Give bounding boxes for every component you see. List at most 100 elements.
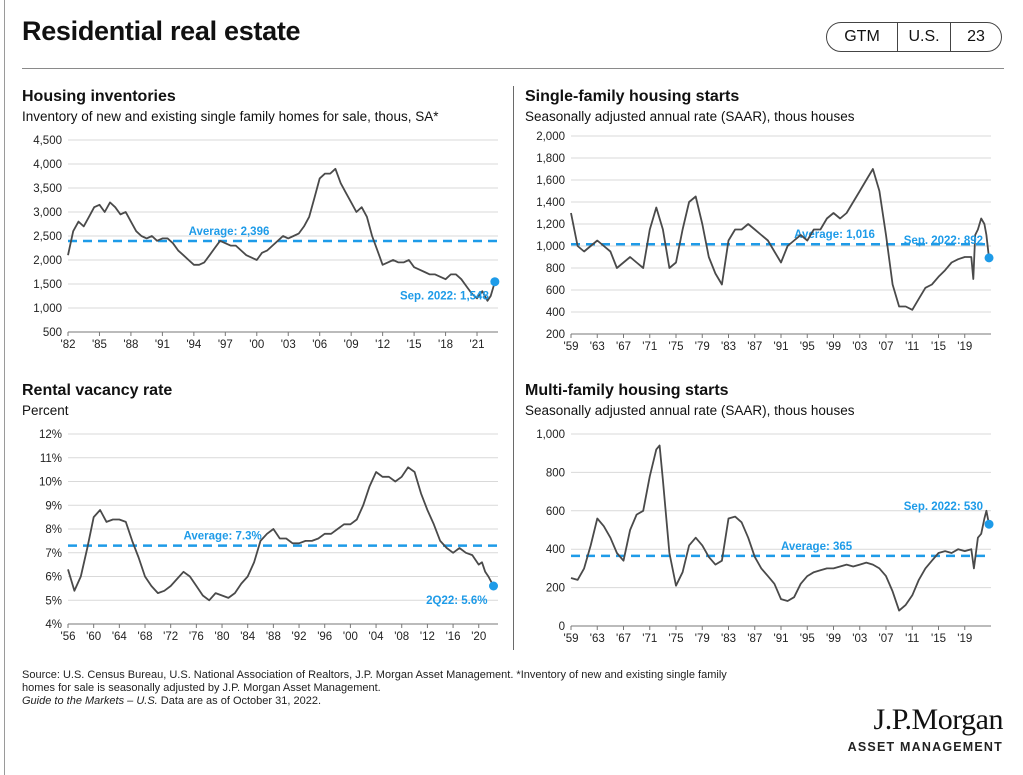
y-tick-label: 6% — [45, 572, 62, 584]
y-tick-label: 2,000 — [33, 255, 62, 267]
x-tick-label: '87 — [747, 633, 762, 645]
x-tick-label: '99 — [826, 633, 841, 645]
y-tick-label: 800 — [546, 467, 565, 479]
x-tick-label: '87 — [747, 341, 762, 353]
badge-region: U.S. — [897, 23, 950, 51]
x-tick-label: '75 — [669, 633, 684, 645]
x-tick-label: '59 — [564, 341, 579, 353]
x-tick-label: '04 — [369, 631, 385, 643]
x-tick-label: '16 — [446, 631, 461, 643]
y-tick-label: 400 — [546, 544, 565, 556]
rental-vacancy-chart: 4% 5% 6% 7% 8% 9% 10% 11% 12% '56 '60 '64 '68 '72 '76 '… — [39, 429, 499, 643]
x-tick-label: '75 — [669, 341, 684, 353]
y-tick-label: 3,000 — [33, 207, 62, 219]
badge-gtm: GTM — [844, 28, 880, 45]
chart-title: Multi-family housing starts — [525, 382, 729, 399]
x-tick-label: '21 — [470, 339, 485, 351]
x-tick-label: '03 — [852, 341, 867, 353]
chart-title: Single-family housing starts — [525, 88, 740, 105]
x-tick-label: '03 — [852, 633, 867, 645]
x-tick-label: '03 — [281, 339, 296, 351]
chart-subtitle: Inventory of new and existing single fam… — [22, 109, 439, 124]
chart-subtitle: Percent — [22, 403, 69, 418]
x-tick-label: '19 — [957, 341, 972, 353]
x-tick-label: '91 — [774, 633, 789, 645]
x-tick-label: '95 — [800, 633, 815, 645]
x-tick-label: '19 — [957, 633, 972, 645]
x-tick-label: '63 — [590, 341, 605, 353]
x-tick-label: '59 — [564, 633, 579, 645]
y-tick-label: 4,500 — [33, 135, 62, 147]
x-tick-label: '91 — [774, 341, 789, 353]
x-tick-label: '64 — [112, 631, 128, 643]
latest-point — [490, 277, 500, 287]
x-tick-label: '83 — [721, 341, 736, 353]
single-family-starts-panel: Single-family housing starts Seasonally … — [525, 88, 1005, 360]
y-tick-label: 9% — [45, 500, 62, 512]
panel-divider — [513, 86, 514, 650]
x-tick-label: '94 — [186, 339, 202, 351]
x-tick-label: '95 — [800, 341, 815, 353]
x-tick-label: '88 — [123, 339, 138, 351]
housing-inventories-chart: 500 1,000 1,500 2,000 2,500 3,000 3,500 4,000 4,… — [33, 135, 500, 351]
y-tick-label: 0 — [559, 621, 565, 633]
x-tick-label: '71 — [642, 633, 657, 645]
x-tick-label: '79 — [695, 341, 710, 353]
x-tick-label: '15 — [931, 341, 946, 353]
x-tick-label: '18 — [438, 339, 453, 351]
x-tick-label: '85 — [92, 339, 107, 351]
chart-subtitle: Seasonally adjusted annual rate (SAAR), … — [525, 109, 855, 124]
x-tick-label: '11 — [905, 633, 919, 645]
y-tick-label: 5% — [45, 595, 62, 607]
x-tick-label: '15 — [931, 633, 946, 645]
y-tick-label: 400 — [546, 307, 565, 319]
x-tick-label: '97 — [218, 339, 233, 351]
latest-point — [984, 519, 994, 529]
y-tick-label: 1,200 — [536, 219, 565, 231]
x-tick-label: '00 — [249, 339, 264, 351]
x-tick-label: '92 — [292, 631, 307, 643]
y-tick-label: 1,000 — [33, 303, 62, 315]
x-tick-label: '09 — [344, 339, 359, 351]
x-tick-label: '67 — [616, 633, 631, 645]
y-tick-label: 500 — [43, 327, 62, 339]
y-tick-label: 600 — [546, 285, 565, 297]
multi-family-starts-panel: Multi-family housing starts Seasonally a… — [525, 382, 1005, 654]
x-tick-label: '15 — [407, 339, 422, 351]
title-rule — [22, 68, 1004, 69]
rental-vacancy-panel: Rental vacancy rate Percent 4% 5% 6% 7% 8% 9%… — [22, 382, 502, 654]
housing-inventories-panel: Housing inventories Inventory of new and… — [22, 88, 502, 360]
single-family-starts-chart: 200 400 600 800 1,000 1,200 1,400 1,600 1,800 2,0… — [536, 131, 994, 353]
logo-subtitle: ASSET MANAGEMENT — [847, 740, 1003, 754]
x-tick-label: '68 — [138, 631, 153, 643]
y-tick-label: 1,000 — [536, 429, 565, 441]
y-tick-label: 2,500 — [33, 231, 62, 243]
y-tick-label: 600 — [546, 506, 565, 518]
y-tick-label: 7% — [45, 548, 62, 560]
y-tick-label: 3,500 — [33, 183, 62, 195]
x-tick-label: '96 — [317, 631, 332, 643]
series-line — [570, 444, 990, 612]
data-date: Data are as of October 31, 2022. — [157, 695, 321, 707]
x-tick-label: '07 — [879, 341, 894, 353]
guide-title: Guide to the Markets – U.S. — [22, 695, 158, 707]
source-line-2: homes for sale is seasonally adjusted by… — [22, 682, 381, 694]
x-tick-label: '63 — [590, 633, 605, 645]
y-tick-label: 4,000 — [33, 159, 62, 171]
x-tick-label: '99 — [826, 341, 841, 353]
page-title: Residential real estate — [22, 16, 301, 46]
x-tick-label: '06 — [312, 339, 327, 351]
latest-point — [489, 581, 499, 591]
y-tick-label: 11% — [40, 453, 62, 465]
source-line-1: Source: U.S. Census Bureau, U.S. Nationa… — [22, 669, 727, 681]
x-tick-label: '67 — [616, 341, 631, 353]
y-tick-label: 800 — [546, 263, 565, 275]
x-tick-label: '08 — [394, 631, 409, 643]
y-tick-label: 1,600 — [536, 175, 565, 187]
page-left-border — [4, 0, 5, 775]
average-label: Average: 2,396 — [189, 226, 270, 238]
y-tick-label: 1,400 — [536, 197, 565, 209]
y-tick-label: 1,800 — [536, 153, 565, 165]
x-tick-label: '12 — [375, 339, 390, 351]
y-tick-label: 10% — [39, 477, 62, 489]
